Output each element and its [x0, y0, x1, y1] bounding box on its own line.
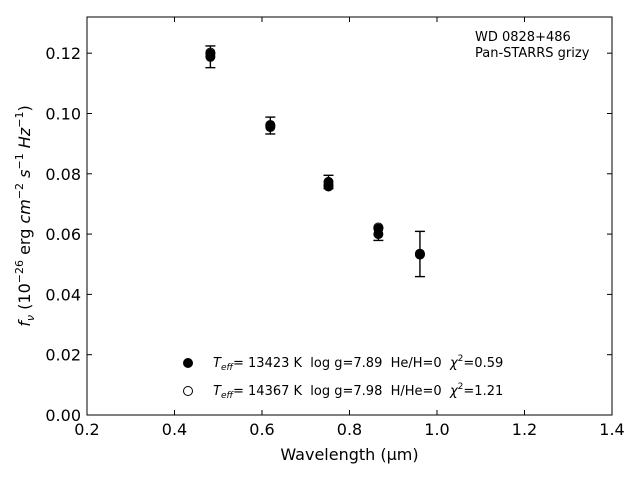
x-tick-label: 0.8: [337, 420, 362, 439]
x-axis-title: Wavelength (μm): [280, 445, 418, 464]
y-tick-label: 0.02: [45, 346, 81, 365]
x-tick-label: 0.6: [249, 420, 274, 439]
y-tick-label: 0.12: [45, 44, 81, 63]
legend-marker-filled: [183, 358, 193, 368]
data-point-open: [414, 248, 425, 259]
x-tick-label: 1.4: [599, 420, 624, 439]
y-tick-label: 0.10: [45, 104, 81, 123]
legend: Teff= 13423 K log g=7.89 He/H=0 χ2=0.59 …: [183, 354, 503, 401]
x-axis: 0.2 0.4 0.6 0.8 1.0 1.2 1.4: [74, 17, 625, 439]
y-tick-label: 0.06: [45, 225, 81, 244]
y-axis: 0.00 0.02 0.04 0.06 0.08 0.10 0.12: [45, 44, 612, 425]
annotation-object: WD 0828+486: [475, 30, 571, 45]
data-point-open: [265, 119, 276, 130]
y-tick-label: 0.00: [45, 406, 81, 425]
model-series-open: [205, 47, 425, 259]
annotation-survey: Pan-STARRS grizy: [475, 46, 590, 61]
legend-item: Teff= 13423 K log g=7.89 He/H=0 χ2=0.59: [183, 354, 503, 373]
data-point-filled: [265, 122, 276, 133]
plot-area: [86, 16, 613, 416]
legend-item: Teff= 14367 K log g=7.98 H/He=0 χ2=1.21: [183, 382, 503, 401]
y-axis-title: fν (10−26 erg cm−2 s−1 Hz−1): [13, 105, 37, 326]
x-tick-label: 0.4: [162, 420, 187, 439]
y-tick-label: 0.08: [45, 165, 81, 184]
data-point-open: [373, 222, 384, 233]
annotation: WD 0828+486 Pan-STARRS grizy: [475, 30, 590, 61]
y-tick-label: 0.04: [45, 285, 81, 304]
x-tick-label: 1.2: [512, 420, 537, 439]
legend-marker-open: [183, 386, 193, 396]
x-tick-label: 1.0: [424, 420, 449, 439]
data-point-open: [205, 47, 216, 58]
x-tick-label: 0.2: [74, 420, 99, 439]
legend-label: Teff= 14367 K log g=7.98 H/He=0 χ2=1.21: [213, 382, 503, 401]
legend-label: Teff= 13423 K log g=7.89 He/H=0 χ2=0.59: [213, 354, 503, 373]
data-point-open: [323, 179, 334, 190]
